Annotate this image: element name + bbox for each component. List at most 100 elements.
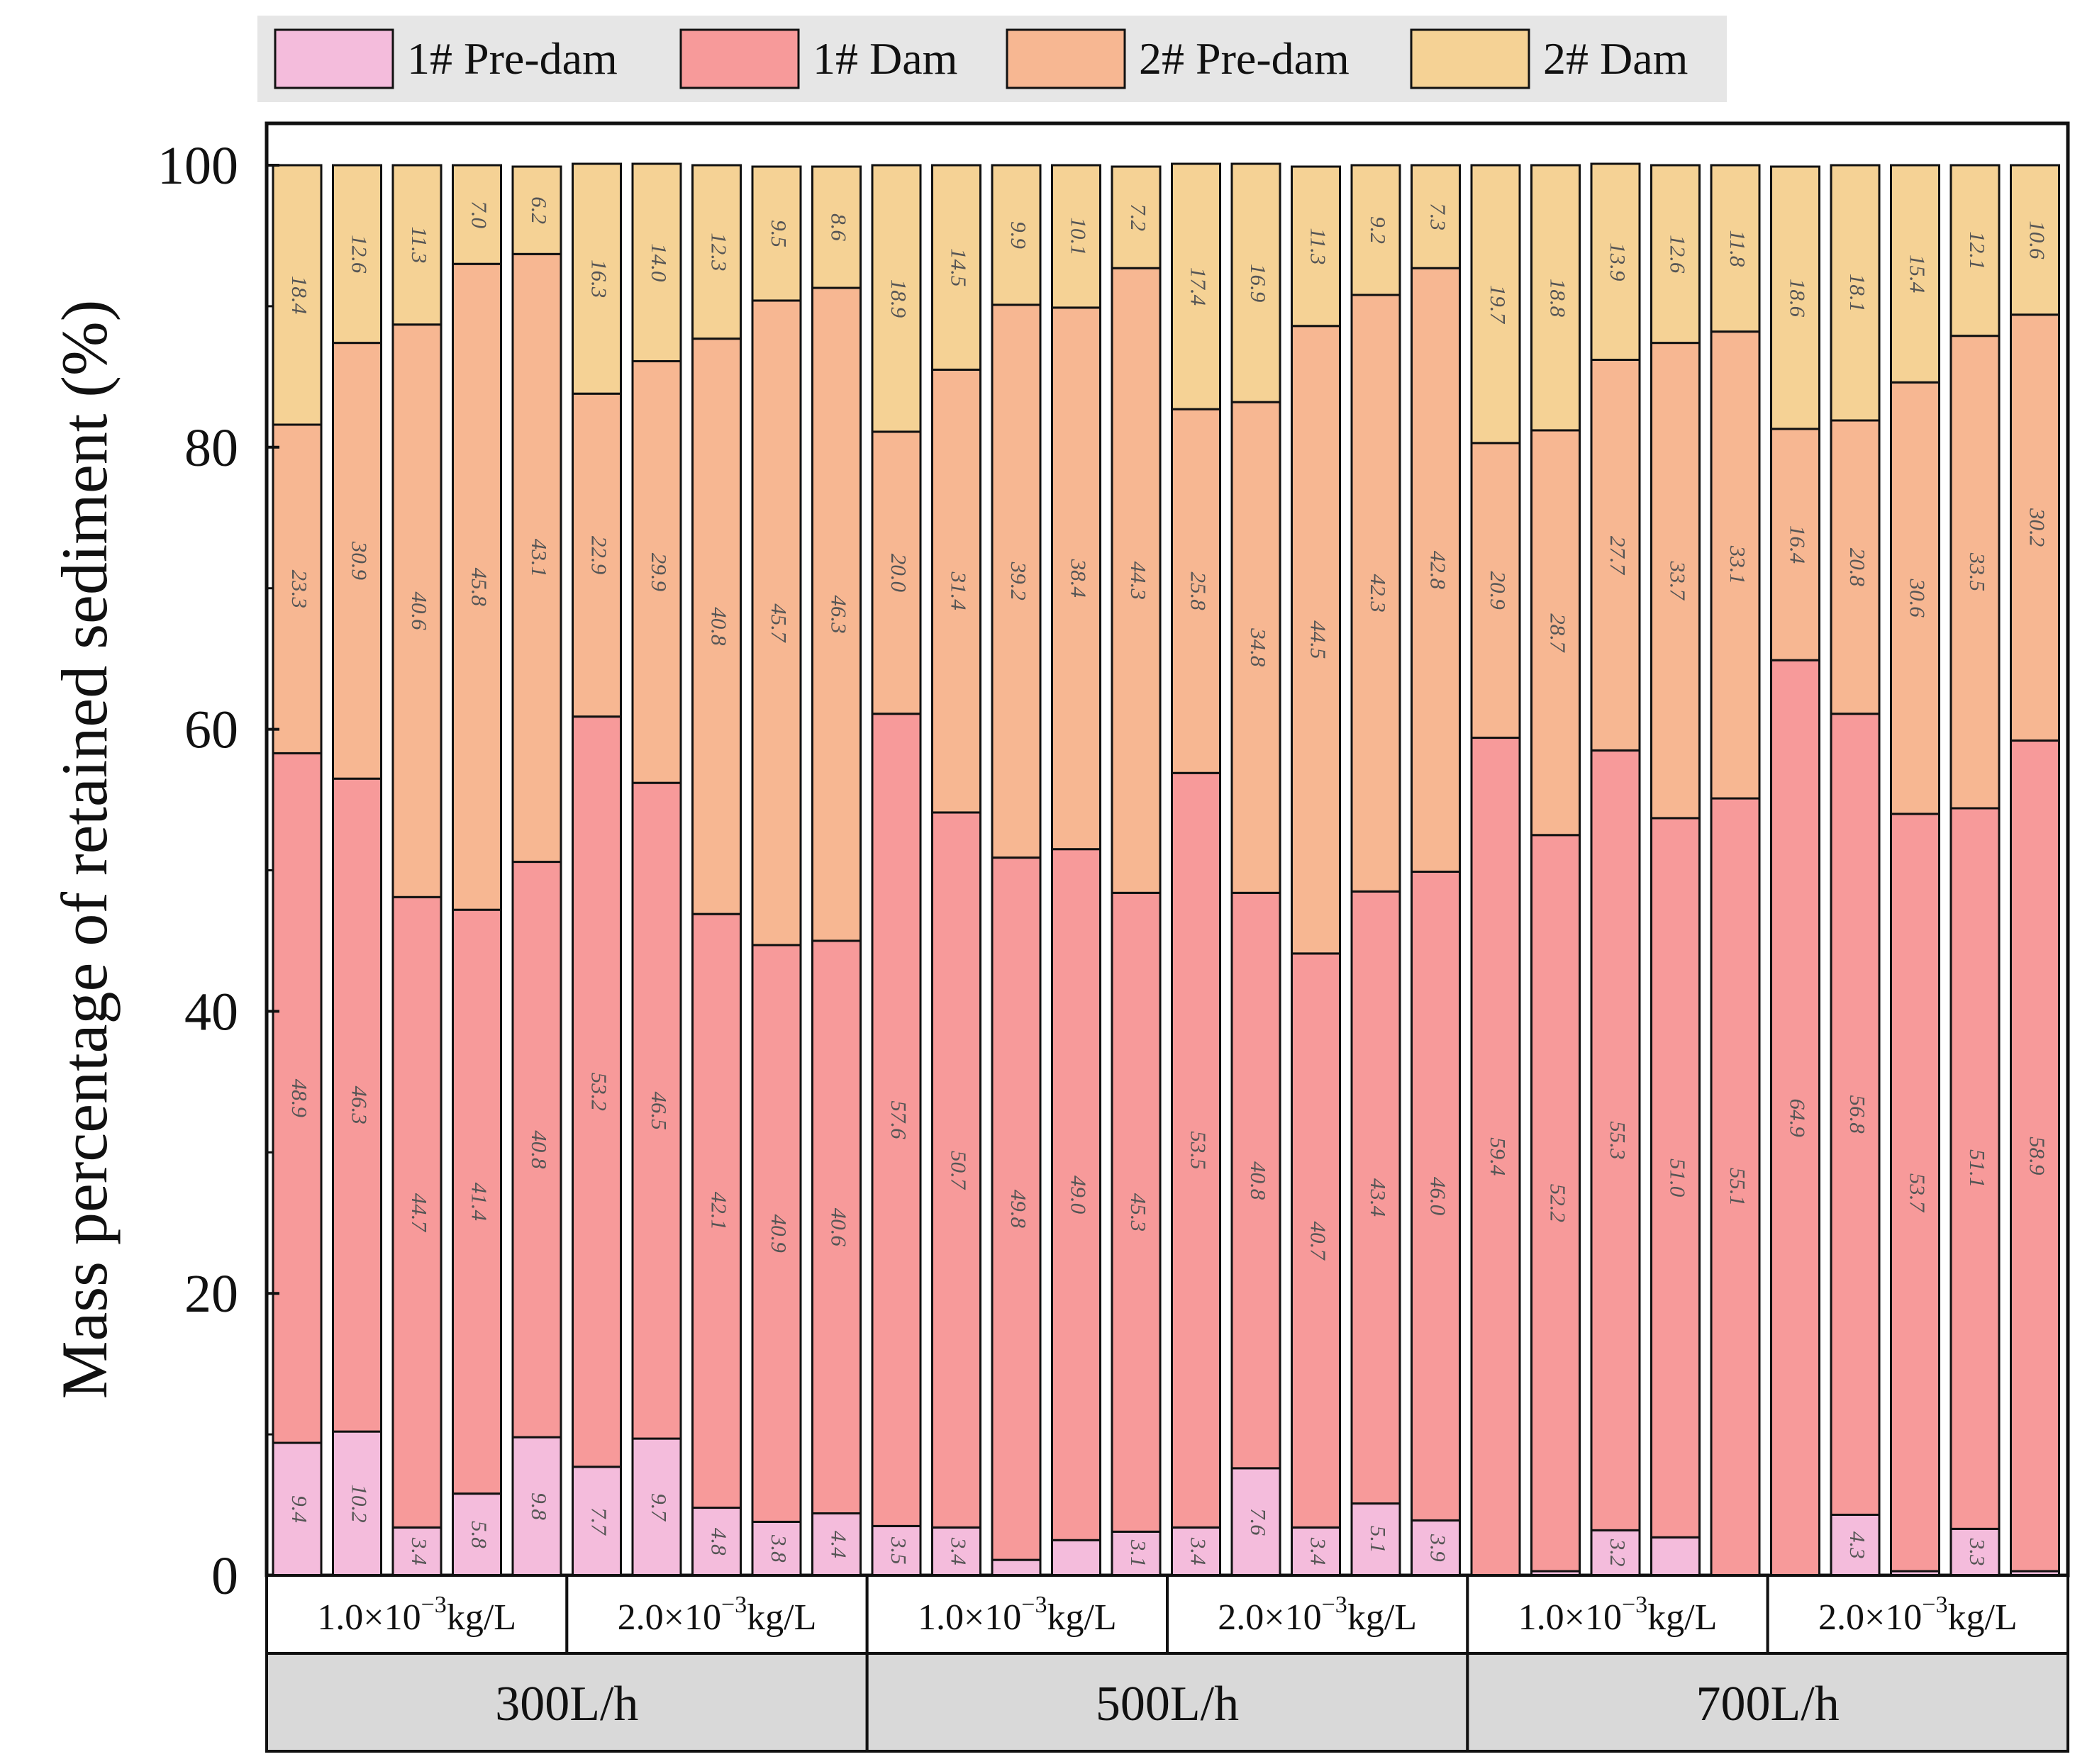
bar-data-label: 30.2 xyxy=(2025,508,2049,547)
bar-segment xyxy=(1530,429,1581,837)
bar-data-label: 42.3 xyxy=(1366,574,1391,613)
bar-data-label: 27.7 xyxy=(1606,536,1630,576)
bar-segment xyxy=(572,392,622,718)
flow-box xyxy=(1466,1652,2069,1753)
bar-data-label: 31.4 xyxy=(946,571,971,610)
bar-data-label: 41.4 xyxy=(467,1183,491,1221)
bar-segment xyxy=(452,908,502,1495)
bar-segment xyxy=(871,164,922,433)
bar-data-label: 5.1 xyxy=(1366,1526,1391,1553)
bar-data-label: 22.9 xyxy=(586,536,611,574)
bar-segment xyxy=(1470,737,1521,1577)
bar-segment xyxy=(991,1558,1042,1577)
bar-data-label: 9.4 xyxy=(287,1495,312,1523)
bar-segment xyxy=(1291,952,1341,1529)
bar-data-label: 7.7 xyxy=(586,1507,611,1536)
concentration-box xyxy=(1766,1574,2070,1655)
bar-data-label: 11.3 xyxy=(407,226,432,263)
bar-data-label: 17.4 xyxy=(1186,267,1211,306)
bar-segment xyxy=(1890,164,1940,384)
bar-data-label: 9.2 xyxy=(1366,216,1391,244)
bar-segment xyxy=(452,262,502,911)
legend-label: 2# Pre-dam xyxy=(1139,33,1350,84)
bar-data-label: 57.6 xyxy=(886,1100,911,1139)
bar-data-label: 16.9 xyxy=(1246,264,1271,302)
bar-data-label: 14.0 xyxy=(647,243,672,282)
bar-data-label: 4.4 xyxy=(826,1531,851,1558)
flow-label: 700L/h xyxy=(1696,1677,1840,1731)
bar-data-label: 20.8 xyxy=(1845,548,1870,587)
bar-data-label: 59.4 xyxy=(1486,1137,1511,1176)
bar-segment xyxy=(1051,164,1101,309)
flow-label: 500L/h xyxy=(1096,1677,1239,1731)
bar-data-label: 18.6 xyxy=(1785,279,1810,318)
bar-segment xyxy=(1590,162,1641,361)
bar-segment xyxy=(572,162,622,395)
bar-segment xyxy=(1111,165,1162,269)
bar-data-label: 5.8 xyxy=(467,1521,491,1548)
bar-data-label: 11.3 xyxy=(1306,228,1330,264)
bar-data-label: 30.9 xyxy=(347,541,372,580)
bar-data-label: 44.7 xyxy=(407,1193,432,1233)
bar-segment xyxy=(1650,817,1701,1539)
bar-segment xyxy=(1350,890,1401,1505)
bar-segment xyxy=(751,299,802,947)
bar-data-label: 52.2 xyxy=(1545,1184,1570,1222)
bar-segment xyxy=(1949,1527,2001,1577)
bar-data-label: 9.5 xyxy=(767,220,791,247)
y-tick-label: 20 xyxy=(184,1264,238,1324)
concentration-base: 2.0×10 xyxy=(618,1597,721,1638)
concentration-box xyxy=(265,1574,569,1655)
concentration-label: 1.0×10−3kg/L xyxy=(1518,1592,1718,1638)
bar-segment xyxy=(1230,401,1281,894)
bar-data-label: 18.9 xyxy=(886,279,911,318)
bar-data-label: 40.6 xyxy=(826,1208,851,1247)
bar-segment xyxy=(1230,891,1281,1470)
bar-data-label: 29.9 xyxy=(647,553,672,591)
bar-segment xyxy=(1411,164,1461,269)
bar-segment xyxy=(511,252,562,864)
bar-segment xyxy=(332,342,382,780)
bar-data-label: 7.0 xyxy=(467,201,491,228)
bar-data-label: 9.8 xyxy=(527,1492,552,1520)
legend: 1# Pre-dam 1# Dam 2# Pre-dam 2# Dam xyxy=(257,16,1727,102)
y-tick-label: 0 xyxy=(211,1546,238,1606)
bar-segment xyxy=(1890,381,1940,815)
legend-swatch xyxy=(679,28,800,89)
x-axis-categories: 1.0×10−3kg/L 2.0×10−3kg/L300L/h1.0×10−3kg… xyxy=(265,1574,2070,1753)
legend-swatch xyxy=(1410,28,1530,89)
y-tick-label: 60 xyxy=(184,700,238,760)
bar-segment xyxy=(272,164,323,426)
bar-data-label: 40.8 xyxy=(527,1130,552,1169)
bar-segment xyxy=(272,423,323,754)
bar-segment xyxy=(1291,165,1341,328)
bar-data-label: 3.4 xyxy=(946,1537,971,1565)
bar-segment xyxy=(1411,267,1461,873)
bar-data-label: 10.2 xyxy=(347,1484,372,1522)
bar-segment xyxy=(931,1526,981,1577)
bar-segment xyxy=(631,359,682,784)
bar-segment xyxy=(931,811,981,1529)
bar-segment xyxy=(1171,771,1221,1529)
bar-segment xyxy=(1111,891,1162,1533)
bar-segment xyxy=(1650,1536,1701,1577)
bar-data-label: 40.9 xyxy=(767,1215,791,1253)
y-axis-label: Mass percentage of retained sediment (%) xyxy=(48,300,121,1400)
bar-segment xyxy=(1710,330,1761,800)
bar-data-label: 51.0 xyxy=(1665,1159,1690,1198)
concentration-exponent: −3 xyxy=(1922,1592,1947,1618)
bar-segment xyxy=(1291,1526,1341,1577)
bar-data-label: 55.3 xyxy=(1606,1121,1630,1159)
bar-segment xyxy=(691,164,742,340)
bar-data-label: 3.3 xyxy=(1965,1538,1990,1566)
bar-segment xyxy=(871,713,922,1527)
flow-box xyxy=(865,1652,1469,1753)
concentration-base: 1.0×10 xyxy=(1518,1597,1622,1638)
bar-segment xyxy=(1291,325,1341,955)
concentration-exponent: −3 xyxy=(721,1592,747,1618)
concentration-label: 1.0×10−3kg/L xyxy=(317,1592,516,1638)
concentration-label: 1.0×10−3kg/L xyxy=(918,1592,1117,1638)
concentration-unit: kg/L xyxy=(747,1597,816,1638)
bar-segment xyxy=(691,912,742,1509)
